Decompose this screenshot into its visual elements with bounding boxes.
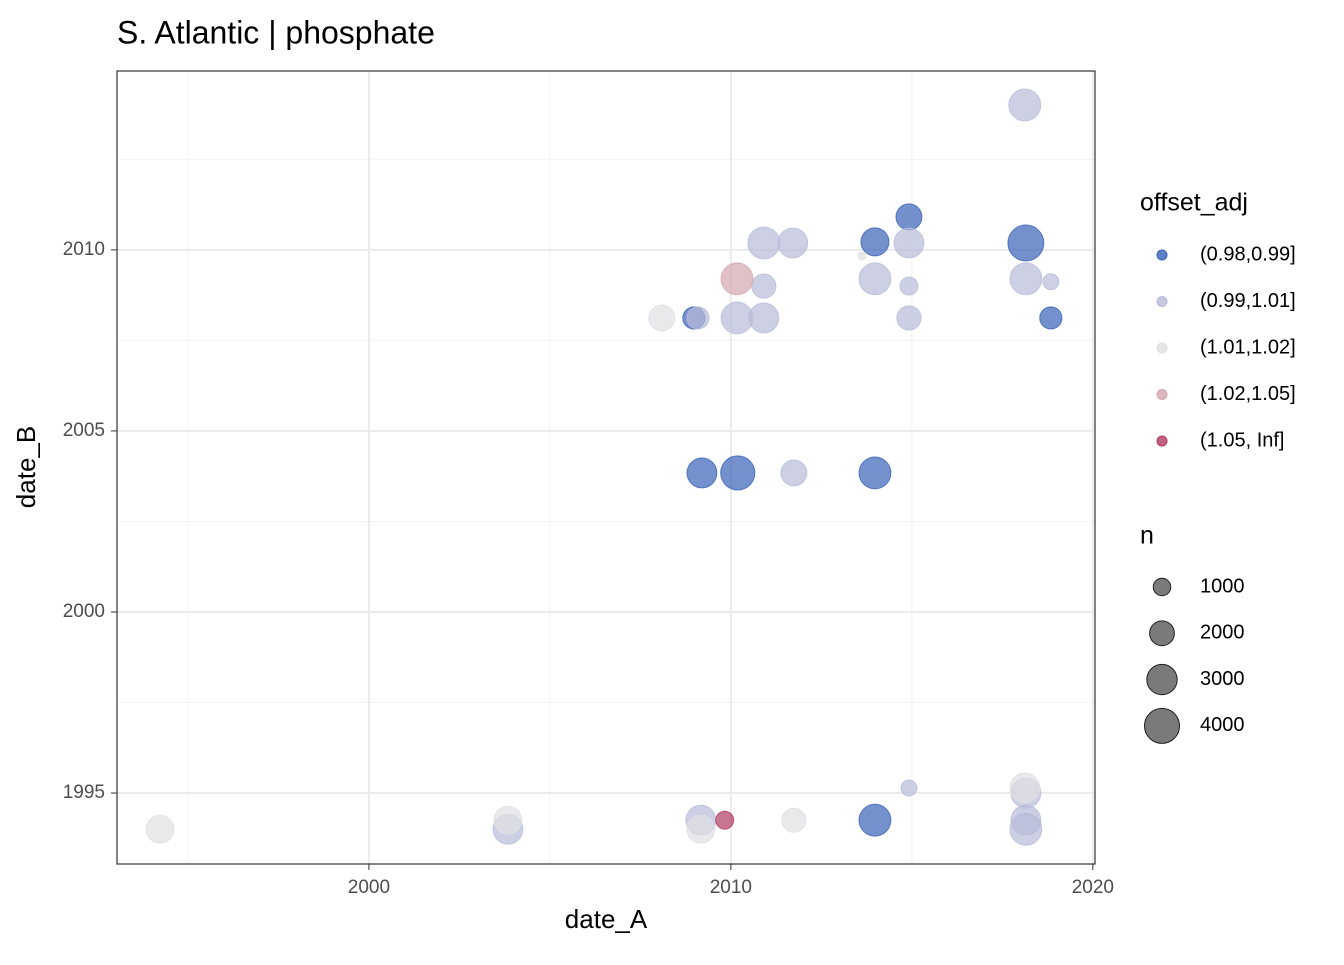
x-tick-label: 2010 [710,877,752,898]
legend-label: (1.01,1.02] [1200,336,1296,358]
bubble [748,302,780,334]
bubble [1039,306,1063,330]
legend-label: (0.99,1.01] [1200,290,1296,312]
legend-label: (1.05, Inf] [1200,429,1285,451]
bubble [720,455,756,491]
bubble [858,262,892,296]
size-legend-label: 1000 [1200,575,1245,597]
bubble [900,779,918,797]
y-tick-label: 2005 [63,420,105,441]
legend-key [1156,435,1168,447]
bubble [1009,262,1043,296]
bubble [1009,772,1041,804]
bubble [493,805,523,835]
bubble [1007,224,1045,262]
legend-label: (1.02,1.05] [1200,383,1296,405]
bubble [751,273,777,299]
bubble [1042,273,1060,291]
bubble [686,814,716,844]
bubble [860,227,890,257]
color-legend-title: offset_adj [1140,189,1248,217]
bubble [858,803,892,837]
legend-key [1156,342,1168,354]
x-tick-label: 2000 [348,877,390,898]
bubble [145,814,175,844]
bubble [896,305,922,331]
legend-label: (0.98,0.99] [1200,243,1296,265]
size-legend-key [1143,707,1181,744]
size-legend-key [1152,577,1172,597]
x-tick-label: 2020 [1072,877,1114,898]
bubble [1008,88,1042,122]
y-axis-label: date_B [11,426,41,508]
bubble [648,304,676,332]
bubble [720,262,754,296]
bubble [857,251,867,261]
bubble [899,276,919,296]
legend-key [1156,296,1168,307]
size-legend-title: n [1140,522,1154,550]
y-tick-label: 2010 [63,239,105,260]
bubble [858,456,892,490]
chart-title: S. Atlantic | phosphate [117,14,435,50]
bubble [893,227,925,259]
legend-key [1156,249,1168,261]
bubble [895,203,923,231]
plot-border [116,70,1096,865]
bubble [780,459,808,487]
bubble [747,226,781,260]
bubble [1009,812,1043,846]
size-legend-label: 4000 [1200,714,1245,736]
legend-key [1156,389,1168,400]
bubble [777,227,809,259]
bubble [781,807,807,833]
y-tick-label: 2000 [63,601,105,622]
bubble [686,306,710,330]
bubble [686,457,718,489]
y-tick-label: 1995 [63,782,105,803]
size-legend-label: 3000 [1200,668,1245,690]
bubble [715,810,735,830]
size-legend-key [1146,663,1178,696]
size-legend-key [1149,620,1175,647]
size-legend-label: 2000 [1200,622,1245,644]
x-axis-label: date_A [565,904,648,934]
bubble [720,301,754,335]
